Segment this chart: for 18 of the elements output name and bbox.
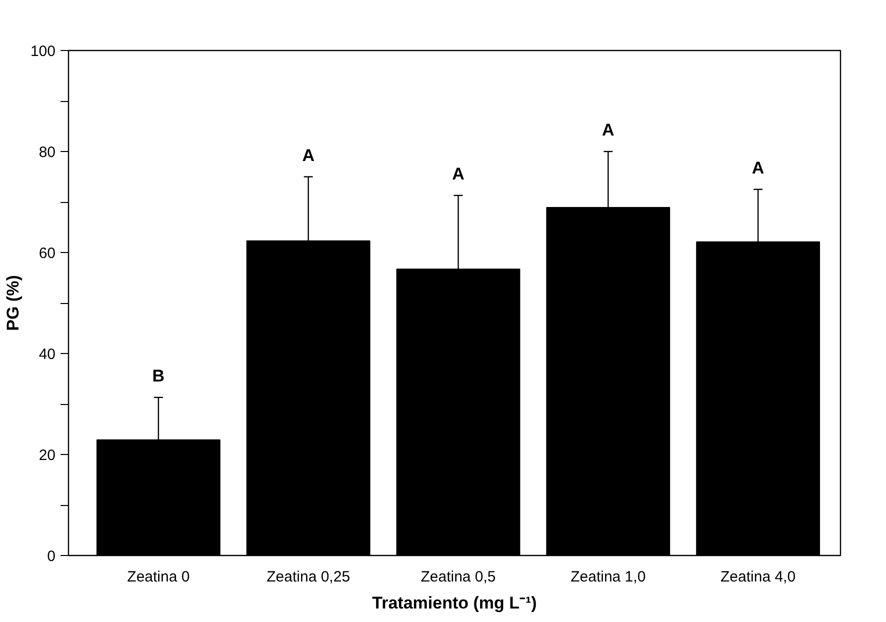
y-axis-title: PG (%) [3, 275, 22, 331]
annotation: A [452, 164, 464, 184]
x-tick-label: Zeatina 1,0 [570, 568, 646, 586]
x-tick-label: Zeatina 4,0 [720, 568, 796, 586]
y-tick-label: 100 [30, 43, 56, 60]
y-tick-label: 0 [47, 548, 56, 565]
y-tick-label: 60 [38, 245, 56, 262]
x-tick-label: Zeatina 0 [127, 568, 190, 586]
annotation: A [302, 146, 314, 165]
x-tick-label: Zeatina 0,5 [420, 568, 496, 586]
y-tick-label: 80 [38, 144, 56, 161]
annotation: A [752, 158, 764, 178]
y-tick-label: 40 [38, 346, 56, 363]
x-tick-label: Zeatina 0,25 [266, 568, 350, 586]
annotation: B [152, 366, 165, 386]
x-axis-title: Tratamiento (mg L⁻¹) [372, 594, 537, 612]
y-tick-label: 20 [38, 447, 56, 464]
annotation: A [602, 120, 614, 140]
